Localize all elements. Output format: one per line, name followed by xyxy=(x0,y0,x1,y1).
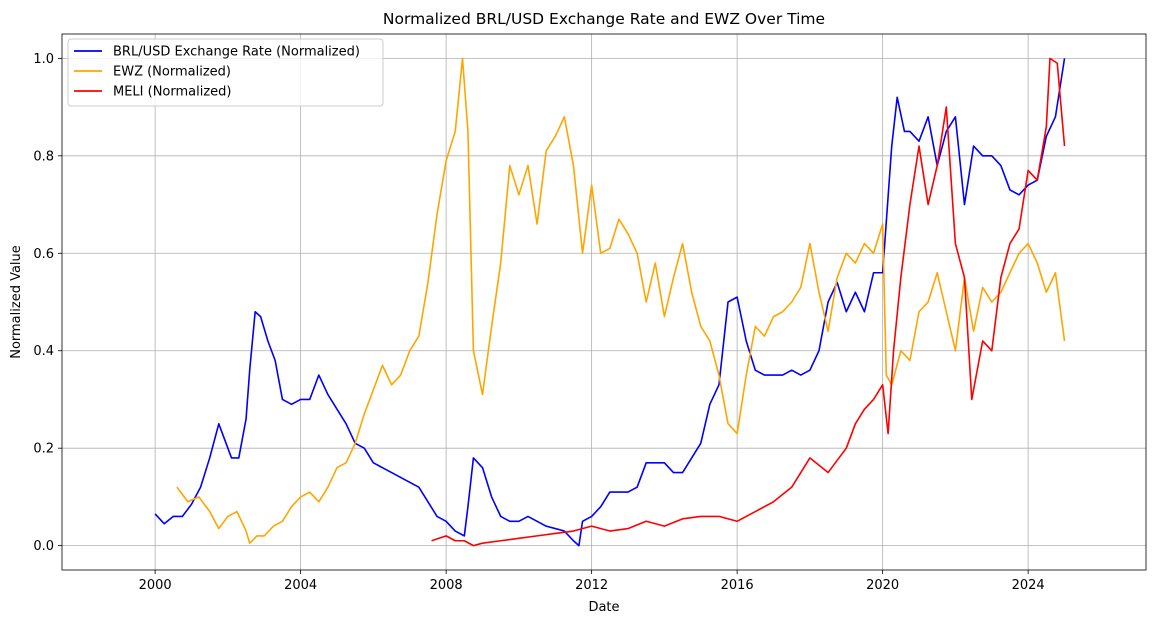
series-line-1 xyxy=(176,57,1066,544)
x-tick-label: 2000 xyxy=(139,578,172,593)
legend-label-1: EWZ (Normalized) xyxy=(113,65,231,80)
x-tick-label: 2016 xyxy=(721,578,754,593)
y-tick-label: 0.0 xyxy=(33,539,54,554)
grid xyxy=(62,34,1146,570)
y-tick-label: 0.8 xyxy=(33,149,54,164)
y-tick-label: 1.0 xyxy=(33,52,54,67)
y-axis-ticks: 0.0 0.2 0.4 0.6 0.8 1.0 xyxy=(33,52,62,554)
y-tick-label: 0.2 xyxy=(33,442,54,457)
legend-box xyxy=(67,38,384,107)
x-axis-ticks: 2000 2004 2008 2012 2016 2020 2024 xyxy=(139,570,1045,593)
series-line-0 xyxy=(154,58,1066,547)
x-tick-label: 2008 xyxy=(430,578,463,593)
legend: BRL/USD Exchange Rate (Normalized) EWZ (N… xyxy=(67,38,384,107)
x-tick-label: 2020 xyxy=(866,578,899,593)
series-lines xyxy=(154,57,1066,547)
legend-label-0: BRL/USD Exchange Rate (Normalized) xyxy=(113,45,360,60)
plot-frame xyxy=(61,33,1147,571)
y-tick-label: 0.6 xyxy=(33,247,54,262)
y-tick-label: 0.4 xyxy=(33,344,54,359)
chart-title: Normalized BRL/USD Exchange Rate and EWZ… xyxy=(383,10,825,28)
legend-label-2: MELI (Normalized) xyxy=(113,85,232,100)
y-axis-title: Normalized Value xyxy=(9,245,24,359)
series-line-2 xyxy=(431,57,1066,547)
x-tick-label: 2024 xyxy=(1012,578,1045,593)
x-tick-label: 2012 xyxy=(575,578,608,593)
x-tick-label: 2004 xyxy=(284,578,317,593)
x-axis-title: Date xyxy=(588,600,619,615)
